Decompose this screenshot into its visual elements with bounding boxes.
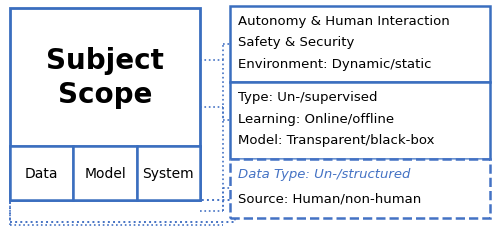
Text: Autonomy & Human Interaction: Autonomy & Human Interaction xyxy=(238,15,449,28)
FancyBboxPatch shape xyxy=(10,146,74,200)
FancyBboxPatch shape xyxy=(10,9,200,200)
FancyBboxPatch shape xyxy=(230,83,490,159)
FancyBboxPatch shape xyxy=(136,146,200,200)
Text: Environment: Dynamic/static: Environment: Dynamic/static xyxy=(238,58,431,71)
FancyBboxPatch shape xyxy=(10,200,235,222)
Text: Learning: Online/offline: Learning: Online/offline xyxy=(238,112,394,125)
FancyBboxPatch shape xyxy=(230,159,490,218)
Text: Safety & Security: Safety & Security xyxy=(238,36,354,49)
Text: Type: Un-/supervised: Type: Un-/supervised xyxy=(238,91,377,104)
Text: Model: Model xyxy=(84,166,126,180)
Text: Data: Data xyxy=(25,166,58,180)
Text: Subject
Scope: Subject Scope xyxy=(46,47,164,109)
FancyBboxPatch shape xyxy=(74,146,136,200)
Text: System: System xyxy=(142,166,194,180)
FancyBboxPatch shape xyxy=(230,7,490,83)
Text: Model: Transparent/black-box: Model: Transparent/black-box xyxy=(238,134,434,147)
Text: Source: Human/non-human: Source: Human/non-human xyxy=(238,191,421,205)
Text: Data Type: Un-/structured: Data Type: Un-/structured xyxy=(238,168,410,181)
